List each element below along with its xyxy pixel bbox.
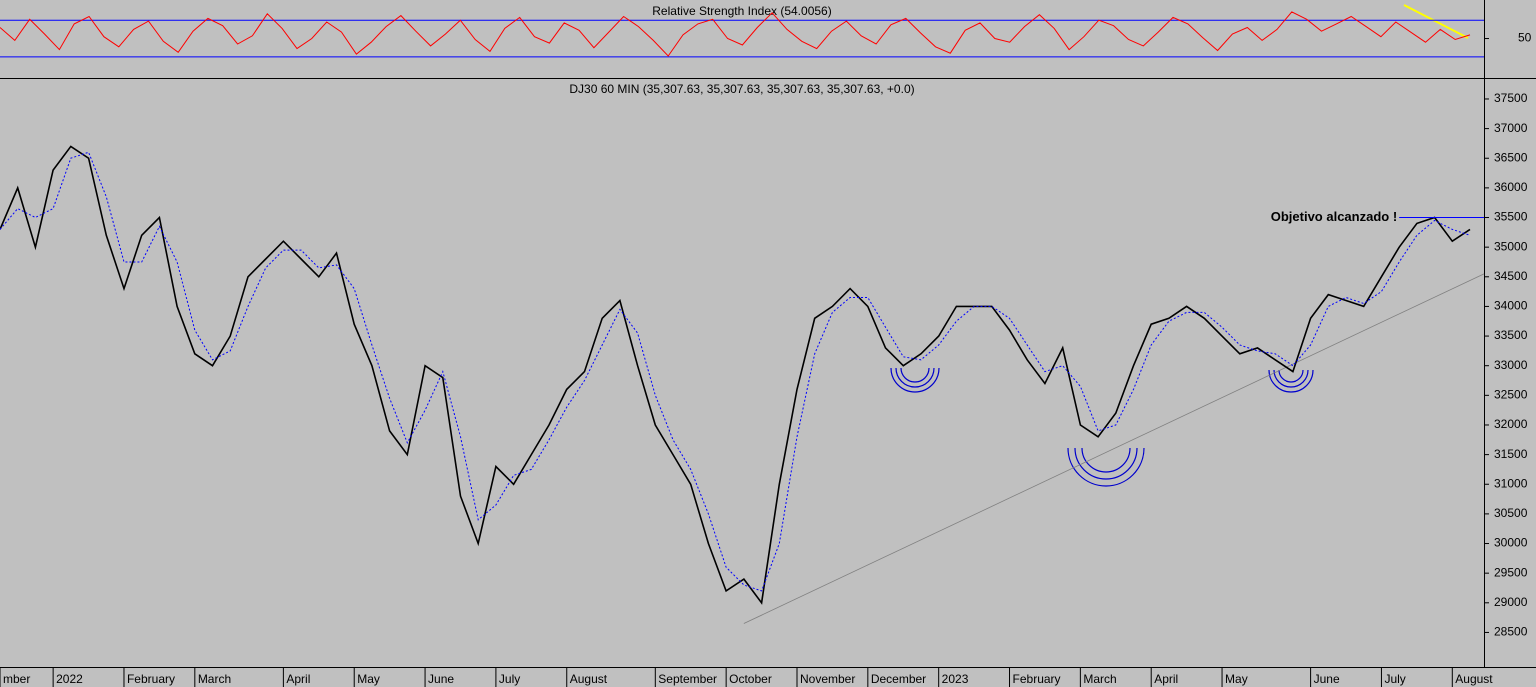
y-tick-label: 29500 xyxy=(1494,565,1528,579)
x-tick-label: August xyxy=(1455,672,1493,686)
y-tick-label: 34000 xyxy=(1494,299,1528,313)
y-tick-label: 31500 xyxy=(1494,447,1528,461)
x-tick-label: June xyxy=(428,672,454,686)
x-tick-label: March xyxy=(198,672,231,686)
y-tick-label: 35500 xyxy=(1494,210,1528,224)
y-tick-label: 50 xyxy=(1518,31,1532,45)
arc-group xyxy=(1067,447,1145,487)
x-tick-label: September xyxy=(658,672,717,686)
y-tick-label: 32500 xyxy=(1494,388,1528,402)
price-title: DJ30 60 MIN (35,307.63, 35,307.63, 35,30… xyxy=(569,82,914,96)
y-tick-label: 29000 xyxy=(1494,595,1528,609)
rsi-title: Relative Strength Index (54.0056) xyxy=(652,4,831,18)
y-tick-label: 37000 xyxy=(1494,121,1528,135)
x-tick-label: April xyxy=(286,672,310,686)
y-tick-label: 31000 xyxy=(1494,476,1528,490)
x-tick-label: 2022 xyxy=(56,672,83,686)
y-tick-label: 36000 xyxy=(1494,180,1528,194)
x-tick-label: mber xyxy=(3,672,30,686)
x-tick-label: December xyxy=(871,672,926,686)
x-tick-label: October xyxy=(729,672,772,686)
rsi-divergence-line xyxy=(1403,4,1469,39)
x-tick-label: March xyxy=(1083,672,1116,686)
y-tick-label: 30000 xyxy=(1494,536,1528,550)
x-tick-label: July xyxy=(1384,672,1405,686)
x-tick-label: May xyxy=(1225,672,1248,686)
x-tick-label: July xyxy=(499,672,520,686)
y-tick-label: 33000 xyxy=(1494,358,1528,372)
trendline xyxy=(743,273,1485,624)
x-tick-label: 2023 xyxy=(942,672,969,686)
x-tick-label: April xyxy=(1154,672,1178,686)
arc-marks xyxy=(890,367,1314,487)
x-tick-label: June xyxy=(1314,672,1340,686)
x-tick-label: August xyxy=(570,672,608,686)
rsi-line xyxy=(0,11,1471,57)
y-tick-label: 37500 xyxy=(1494,91,1528,105)
arc-group xyxy=(1268,369,1314,393)
x-tick-label: May xyxy=(357,672,380,686)
average-line xyxy=(0,151,1471,592)
y-tick-label: 28500 xyxy=(1494,625,1528,639)
y-tick-label: 30500 xyxy=(1494,506,1528,520)
y-tick-label: 33500 xyxy=(1494,328,1528,342)
y-tick-label: 35000 xyxy=(1494,239,1528,253)
annotation: Objetivo alcanzado ! xyxy=(1271,209,1397,224)
x-tick-label: February xyxy=(1013,672,1061,686)
x-tick-label: February xyxy=(127,672,175,686)
price-line xyxy=(0,145,1471,605)
y-tick-label: 34500 xyxy=(1494,269,1528,283)
arc-group xyxy=(890,367,940,393)
x-tick-label: November xyxy=(800,672,855,686)
y-tick-label: 36500 xyxy=(1494,150,1528,164)
y-tick-label: 32000 xyxy=(1494,417,1528,431)
